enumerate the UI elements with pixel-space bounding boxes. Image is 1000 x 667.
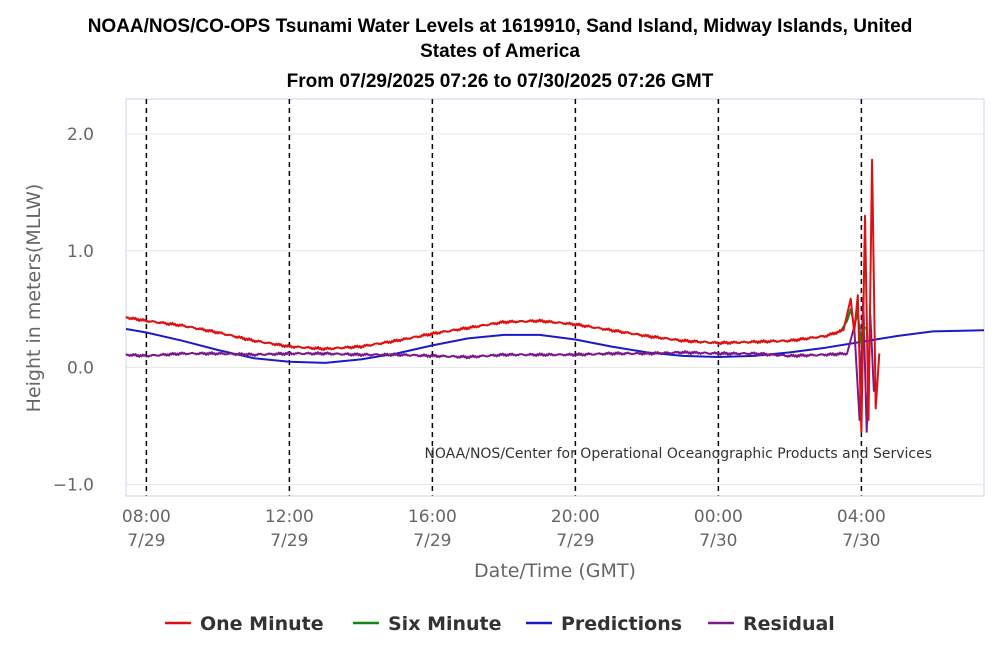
y-axis-ticks: 2.0 1.0 0.0 −1.0 — [53, 125, 94, 495]
chart-title: NOAA/NOS/CO-OPS Tsunami Water Levels at … — [87, 16, 913, 62]
plot-area — [125, 98, 985, 497]
legend: One Minute Six Minute Predictions Residual — [165, 613, 835, 635]
x-tick-date: 7/30 — [842, 531, 880, 551]
x-tick-date: 7/29 — [413, 531, 451, 551]
y-tick-label: −1.0 — [53, 475, 94, 495]
y-tick-label: 0.0 — [67, 359, 94, 379]
x-tick-date: 7/29 — [127, 531, 165, 551]
x-tick-time: 00:00 — [694, 507, 743, 527]
x-tick-time: 12:00 — [265, 507, 314, 527]
legend-item-residual[interactable]: Residual — [743, 613, 835, 635]
credit-text: NOAA/NOS/Center for Operational Oceanogr… — [424, 446, 932, 462]
x-tick-time: 20:00 — [551, 507, 600, 527]
legend-item-one-minute[interactable]: One Minute — [200, 613, 324, 635]
y-tick-label: 1.0 — [67, 242, 94, 262]
series-line-predictions — [125, 328, 985, 364]
x-tick-time: 04:00 — [837, 507, 886, 527]
x-tick-date: 7/29 — [556, 531, 594, 551]
series-line-one-minute — [125, 158, 881, 433]
vertical-dashed-lines — [145, 99, 863, 496]
gridlines — [126, 133, 984, 485]
y-tick-label: 2.0 — [67, 125, 94, 145]
x-axis-label: Date/Time (GMT) — [474, 560, 636, 582]
x-tick-time: 08:00 — [122, 507, 171, 527]
series-lines — [125, 158, 985, 433]
legend-item-predictions[interactable]: Predictions — [561, 613, 682, 635]
x-tick-time: 16:00 — [408, 507, 457, 527]
chart-subtitle: From 07/29/2025 07:26 to 07/30/2025 07:2… — [286, 71, 714, 92]
series-line-residual — [125, 296, 879, 433]
y-axis-label: Height in meters(MLLW) — [23, 184, 45, 413]
x-axis-ticks: 08:00 7/29 12:00 7/29 16:00 7/29 20:00 7/29 00:0… — [122, 507, 886, 551]
x-tick-date: 7/30 — [699, 531, 737, 551]
x-tick-date: 7/29 — [270, 531, 308, 551]
legend-item-six-minute[interactable]: Six Minute — [388, 613, 502, 635]
